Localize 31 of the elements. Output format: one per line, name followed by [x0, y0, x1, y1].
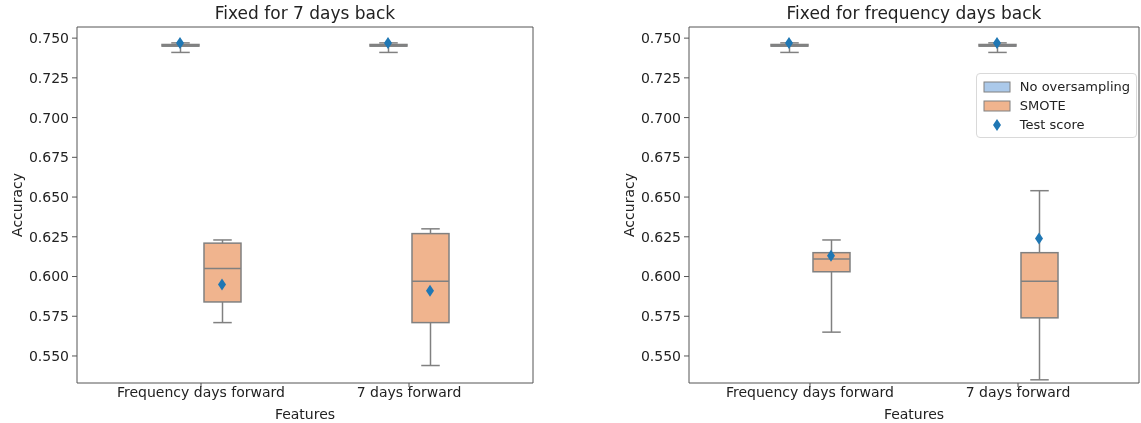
legend-label: SMOTE — [1019, 97, 1066, 115]
y-tick-label: 0.675 — [640, 149, 681, 166]
y-tick-label: 0.575 — [28, 308, 69, 325]
x-axis-title: Features — [274, 406, 336, 422]
x-tick-label: 7 days forward — [356, 383, 462, 400]
x-axis-title: Features — [883, 406, 945, 422]
y-tick-label: 0.625 — [28, 228, 69, 245]
x-tick-label: Frequency days forward — [117, 383, 285, 400]
legend-label: Test score — [1019, 116, 1085, 134]
y-tick-label: 0.700 — [28, 109, 69, 126]
y-tick-label: 0.550 — [640, 347, 681, 364]
x-tick-label: 7 days forward — [965, 383, 1071, 400]
y-tick-label: 0.700 — [640, 109, 681, 126]
legend-label: No oversampling — [1019, 78, 1130, 96]
y-tick-label: 0.675 — [28, 149, 69, 166]
y-axis-title: Accuracy — [8, 173, 25, 237]
y-axis-title: Accuracy — [620, 173, 637, 237]
y-tick-label: 0.750 — [640, 30, 681, 47]
y-tick-label: 0.600 — [28, 268, 69, 285]
y-tick-label: 0.625 — [640, 228, 681, 245]
y-tick-label: 0.750 — [28, 30, 69, 47]
y-tick-label: 0.575 — [640, 308, 681, 325]
x-tick-label: Frequency days forward — [726, 383, 894, 400]
y-tick-label: 0.725 — [28, 69, 69, 86]
y-tick-label: 0.600 — [640, 268, 681, 285]
y-tick-label: 0.650 — [28, 189, 69, 206]
chart-title: Fixed for 7 days back — [213, 3, 397, 23]
y-tick-label: 0.550 — [28, 347, 69, 364]
chart-title: Fixed for frequency days back — [785, 3, 1043, 23]
y-tick-label: 0.725 — [640, 69, 681, 86]
y-tick-label: 0.650 — [640, 189, 681, 206]
